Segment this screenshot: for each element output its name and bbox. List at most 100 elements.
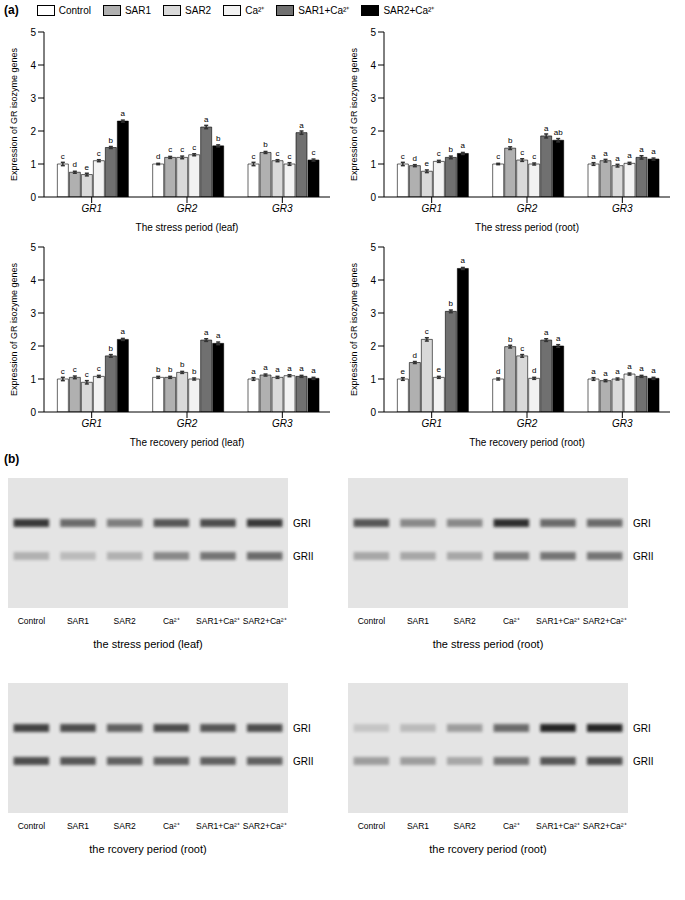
svg-text:Ca²⁺: Ca²⁺ (503, 821, 520, 831)
svg-text:Expression of GR isozyme genes: Expression of GR isozyme genes (349, 47, 359, 181)
svg-text:c: c (401, 152, 405, 161)
svg-text:GR2: GR2 (177, 203, 198, 214)
svg-text:SAR2+Ca²⁺: SAR2+Ca²⁺ (583, 616, 627, 626)
svg-text:b: b (449, 299, 454, 308)
svg-text:a: a (204, 115, 209, 124)
svg-text:c: c (73, 365, 77, 374)
svg-text:1: 1 (30, 374, 36, 385)
svg-text:GRII: GRII (633, 756, 654, 767)
svg-text:c: c (312, 148, 316, 157)
svg-text:c: c (180, 145, 184, 154)
svg-text:b: b (109, 344, 114, 353)
svg-text:c: c (252, 152, 256, 161)
svg-text:The stress period (leaf): The stress period (leaf) (136, 222, 239, 233)
svg-text:c: c (496, 152, 500, 161)
svg-text:d: d (532, 366, 536, 375)
svg-text:b: b (168, 365, 173, 374)
svg-text:3: 3 (370, 93, 376, 104)
svg-text:SAR1: SAR1 (407, 616, 429, 626)
svg-text:4: 4 (370, 60, 376, 71)
svg-text:e: e (85, 163, 90, 172)
svg-text:SAR2: SAR2 (114, 616, 136, 626)
svg-text:GR1: GR1 (81, 418, 102, 429)
svg-text:a: a (591, 152, 596, 161)
svg-text:SAR1: SAR1 (67, 821, 89, 831)
svg-text:Control: Control (18, 821, 46, 831)
svg-text:GR2: GR2 (517, 203, 538, 214)
svg-text:c: c (520, 344, 524, 353)
svg-text:GR3: GR3 (612, 418, 633, 429)
svg-text:GRI: GRI (633, 518, 651, 529)
svg-text:a: a (251, 367, 256, 376)
svg-text:d: d (156, 152, 160, 161)
svg-text:Ca²⁺: Ca²⁺ (503, 616, 520, 626)
svg-text:GRII: GRII (293, 756, 314, 767)
svg-text:GRI: GRI (293, 723, 311, 734)
svg-text:b: b (216, 134, 221, 143)
svg-text:a: a (591, 367, 596, 376)
svg-text:a: a (627, 151, 632, 160)
svg-text:a: a (544, 328, 549, 337)
svg-text:SAR2+Ca²⁺: SAR2+Ca²⁺ (243, 821, 287, 831)
svg-text:a: a (121, 109, 126, 118)
svg-text:b: b (156, 365, 161, 374)
svg-text:2: 2 (370, 341, 376, 352)
svg-text:Expression of GR isozyme genes: Expression of GR isozyme genes (9, 262, 19, 396)
svg-text:b: b (109, 136, 114, 145)
svg-text:GR3: GR3 (272, 418, 293, 429)
svg-text:a: a (461, 141, 466, 150)
svg-text:5: 5 (370, 27, 376, 38)
svg-text:0: 0 (370, 407, 376, 418)
svg-text:4: 4 (370, 275, 376, 286)
svg-text:0: 0 (30, 407, 36, 418)
svg-text:GRII: GRII (633, 551, 654, 562)
svg-text:a: a (556, 334, 561, 343)
svg-text:SAR2: SAR2 (114, 821, 136, 831)
svg-text:5: 5 (370, 242, 376, 253)
svg-text:a: a (651, 366, 656, 375)
svg-text:d: d (413, 351, 417, 360)
svg-text:1: 1 (370, 374, 376, 385)
svg-text:the rcovery period (root): the rcovery period (root) (429, 843, 546, 855)
svg-text:c: c (61, 152, 65, 161)
svg-text:the rcovery period (root): the rcovery period (root) (89, 843, 206, 855)
svg-text:a: a (461, 256, 466, 265)
svg-text:1: 1 (30, 159, 36, 170)
svg-text:the stress period (root): the stress period (root) (433, 638, 544, 650)
svg-text:b: b (192, 367, 197, 376)
svg-text:5: 5 (30, 242, 36, 253)
svg-text:5: 5 (30, 27, 36, 38)
svg-text:c: c (532, 152, 536, 161)
svg-text:SAR1+Ca²⁺: SAR1+Ca²⁺ (196, 821, 240, 831)
svg-text:a: a (603, 149, 608, 158)
svg-text:GR1: GR1 (81, 203, 102, 214)
svg-text:Expression of GR isozyme genes: Expression of GR isozyme genes (9, 47, 19, 181)
svg-text:a: a (615, 154, 620, 163)
svg-text:GR1: GR1 (421, 418, 442, 429)
svg-text:Ca²⁺: Ca²⁺ (163, 616, 180, 626)
svg-text:Control: Control (358, 821, 386, 831)
svg-text:SAR2: SAR2 (454, 821, 476, 831)
svg-text:a: a (204, 328, 209, 337)
svg-text:The recovery period (root): The recovery period (root) (469, 437, 585, 448)
svg-text:The recovery period (leaf): The recovery period (leaf) (130, 437, 245, 448)
svg-text:ab: ab (554, 128, 563, 137)
svg-text:a: a (275, 365, 280, 374)
svg-text:c: c (520, 148, 524, 157)
svg-text:2: 2 (30, 341, 36, 352)
svg-text:a: a (263, 363, 268, 372)
svg-text:Control: Control (18, 616, 46, 626)
svg-text:a: a (627, 362, 632, 371)
svg-text:GR1: GR1 (421, 203, 442, 214)
svg-text:Ca²⁺: Ca²⁺ (163, 821, 180, 831)
svg-text:SAR1+Ca²⁺: SAR1+Ca²⁺ (536, 821, 580, 831)
svg-text:SAR2+Ca²⁺: SAR2+Ca²⁺ (243, 616, 287, 626)
svg-text:e: e (437, 365, 442, 374)
svg-text:Expression of GR isozyme genes: Expression of GR isozyme genes (349, 262, 359, 396)
svg-text:3: 3 (30, 308, 36, 319)
svg-text:e: e (425, 159, 430, 168)
svg-text:a: a (311, 366, 316, 375)
svg-text:c: c (61, 367, 65, 376)
svg-text:The stress period (root): The stress period (root) (475, 222, 579, 233)
svg-text:GRI: GRI (293, 518, 311, 529)
